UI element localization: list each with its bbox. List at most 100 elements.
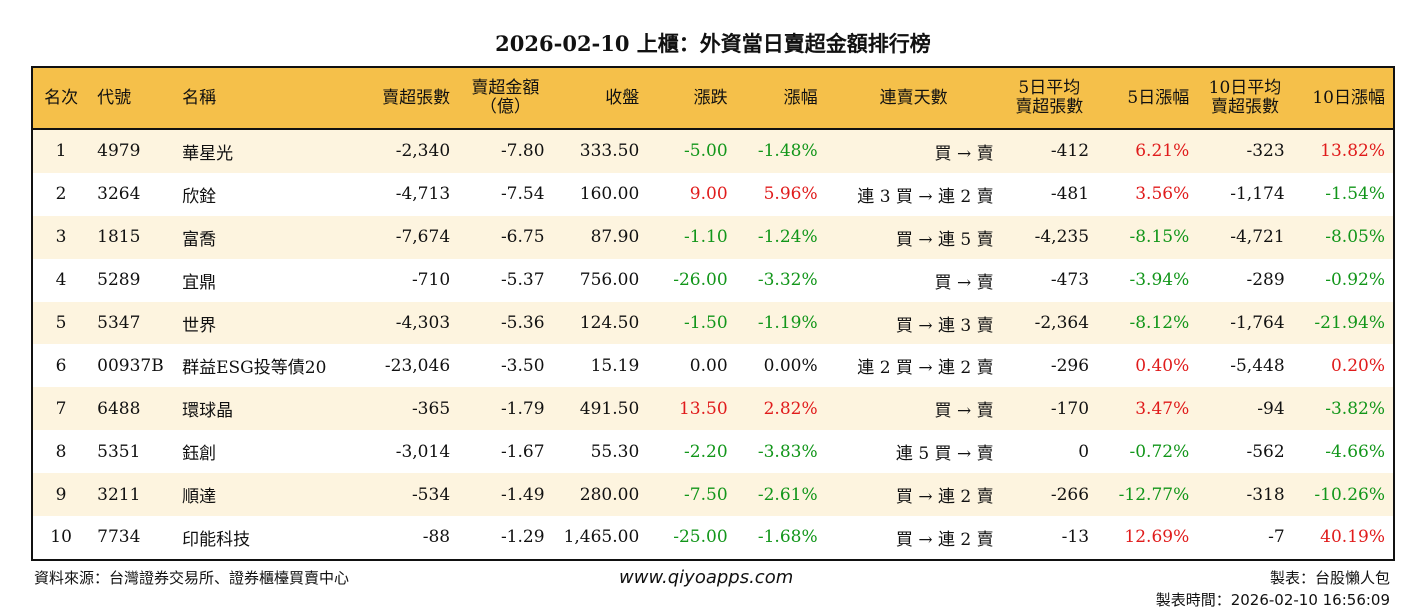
cell-avg5-volume: 0 [1078, 441, 1090, 462]
cell-change: 9.00 [689, 184, 728, 205]
cell-rank: 4 [55, 270, 67, 291]
cell-rank: 2 [55, 184, 67, 205]
cell-streak: 買 → 連 5 賣 [895, 229, 994, 250]
header-change-pct: 漲幅 [783, 87, 818, 108]
cell-streak: 連 3 買 → 連 2 賣 [857, 186, 994, 207]
cell-sell-volume: -534 [411, 484, 451, 505]
cell-avg10-volume: -4,721 [1230, 227, 1285, 248]
cell-change: 13.50 [678, 398, 728, 419]
cell-streak: 買 → 賣 [934, 401, 994, 422]
cell-code: 5347 [97, 313, 141, 333]
page-title: 2026-02-10 上櫃：外資當日賣超金額排行榜 [495, 31, 931, 56]
cell-avg10-volume: -323 [1246, 141, 1285, 162]
cell-streak: 買 → 賣 [934, 143, 994, 164]
cell-name: 宜鼎 [182, 272, 217, 293]
cell-sell-amount: -5.36 [500, 313, 545, 333]
cell-change: -2.20 [684, 441, 728, 462]
cell-pct10: -21.94% [1314, 313, 1385, 333]
cell-streak: 連 2 買 → 連 2 賣 [857, 358, 994, 379]
cell-rank: 1 [55, 141, 67, 162]
header-sell-volume: 賣超張數 [382, 87, 451, 108]
cell-sell-amount: -1.29 [500, 527, 545, 548]
table-row: 10 7734 印能科技 -88 -1.29 1,465.00 -25.00 -1.68% 買 … [32, 516, 1394, 560]
cell-name: 欣銓 [182, 186, 217, 207]
cell-rank: 7 [55, 398, 67, 419]
header-streak: 連賣天數 [879, 87, 948, 108]
cell-rank: 6 [55, 355, 67, 376]
cell-change: -25.00 [673, 527, 728, 548]
ranking-table: 名次 代號 名稱 賣超張數 賣超金額 （億） 收盤 漲跌 漲幅 連賣天數 5日平均 賣超張數 5日漲… [31, 66, 1395, 561]
table-row: 4 5289 宜鼎 -710 -5.37 756.00 -26.00 -3.32% 買 → 賣 -… [32, 259, 1394, 302]
cell-change: -1.50 [684, 313, 728, 333]
cell-streak: 連 5 買 → 賣 [895, 444, 994, 465]
cell-sell-amount: -1.67 [500, 441, 545, 462]
cell-avg5-volume: -13 [1061, 527, 1090, 548]
cell-code: 1815 [97, 227, 141, 248]
cell-sell-amount: -5.37 [500, 270, 545, 291]
cell-change-pct: -1.19% [757, 313, 818, 333]
cell-pct10: 13.82% [1320, 141, 1385, 162]
cell-close: 55.30 [590, 441, 640, 462]
cell-pct10: -8.05% [1325, 227, 1385, 248]
cell-close: 333.50 [579, 141, 640, 162]
cell-sell-amount: -7.80 [500, 141, 545, 162]
cell-sell-volume: -7,674 [395, 227, 451, 248]
website-link[interactable]: www.qiyoapps.com [619, 567, 794, 588]
cell-close: 15.19 [590, 355, 640, 376]
table-row: 7 6488 環球晶 -365 -1.79 491.50 13.50 2.82% 買 → 賣 -1… [32, 387, 1394, 431]
maker: 製表：台股懶人包 [1269, 569, 1390, 587]
table-row: 5 5347 世界 -4,303 -5.36 124.50 -1.50 -1.19% 買 → 連… [32, 301, 1394, 345]
table-row: 9 3211 順達 -534 -1.49 280.00 -7.50 -2.61% 買 → 連 2… [32, 473, 1394, 517]
cell-close: 124.50 [579, 313, 640, 333]
header-sell-amount: 賣超金額 （億） [471, 78, 540, 117]
cell-sell-amount: -1.49 [500, 484, 545, 505]
cell-name: 華星光 [182, 143, 234, 164]
header-avg10-volume: 10日平均 賣超張數 [1208, 78, 1282, 117]
cell-rank: 10 [50, 527, 72, 548]
table-row: 2 3264 欣銓 -4,713 -7.54 160.00 9.00 5.96% 連 3 買 →… [32, 173, 1394, 216]
cell-avg10-volume: -7 [1268, 527, 1285, 548]
cell-avg10-volume: -94 [1257, 398, 1285, 419]
cell-avg10-volume: -318 [1246, 484, 1285, 505]
header-pct10: 10日漲幅 [1312, 87, 1385, 108]
cell-name: 鈺創 [182, 444, 217, 465]
cell-pct10: -4.66% [1325, 441, 1385, 462]
cell-pct5: -12.77% [1118, 484, 1190, 505]
cell-rank: 8 [55, 441, 67, 462]
cell-change: -5.00 [684, 141, 728, 162]
cell-avg10-volume: -1,764 [1230, 313, 1285, 333]
cell-avg5-volume: -481 [1050, 184, 1090, 205]
cell-avg5-volume: -412 [1050, 141, 1090, 162]
cell-pct10: 40.19% [1320, 527, 1385, 548]
data-source: 資料來源：台灣證券交易所、證券櫃檯買賣中心 [34, 569, 350, 587]
cell-sell-volume: -2,340 [395, 141, 451, 162]
cell-sell-volume: -365 [411, 398, 451, 419]
cell-code: 3211 [97, 484, 141, 505]
cell-pct10: -3.82% [1325, 398, 1385, 419]
cell-avg5-volume: -170 [1050, 398, 1090, 419]
cell-avg5-volume: -266 [1050, 484, 1090, 505]
header-code: 代號 [97, 87, 132, 108]
cell-code: 4979 [97, 141, 141, 162]
cell-change: 0.00 [689, 355, 728, 376]
cell-code: 5351 [97, 441, 141, 462]
header-name: 名稱 [182, 87, 217, 108]
cell-change-pct: -1.68% [757, 527, 818, 548]
cell-close: 1,465.00 [563, 527, 640, 548]
cell-change-pct: 5.96% [763, 184, 818, 205]
header-change: 漲跌 [693, 87, 728, 108]
cell-close: 491.50 [579, 398, 640, 419]
cell-pct5: 12.69% [1124, 527, 1190, 548]
cell-pct5: -0.72% [1129, 441, 1190, 462]
cell-close: 280.00 [579, 484, 640, 505]
cell-code: 6488 [97, 398, 141, 419]
cell-pct10: 0.20% [1330, 355, 1385, 376]
cell-close: 160.00 [579, 184, 640, 205]
cell-change-pct: -2.61% [757, 484, 818, 505]
cell-pct5: -8.12% [1129, 313, 1190, 333]
cell-pct10: -10.26% [1314, 484, 1385, 505]
header-pct5: 5日漲幅 [1127, 87, 1190, 108]
cell-close: 756.00 [579, 270, 640, 291]
cell-avg5-volume: -296 [1050, 355, 1090, 376]
cell-sell-amount: -6.75 [500, 227, 545, 248]
